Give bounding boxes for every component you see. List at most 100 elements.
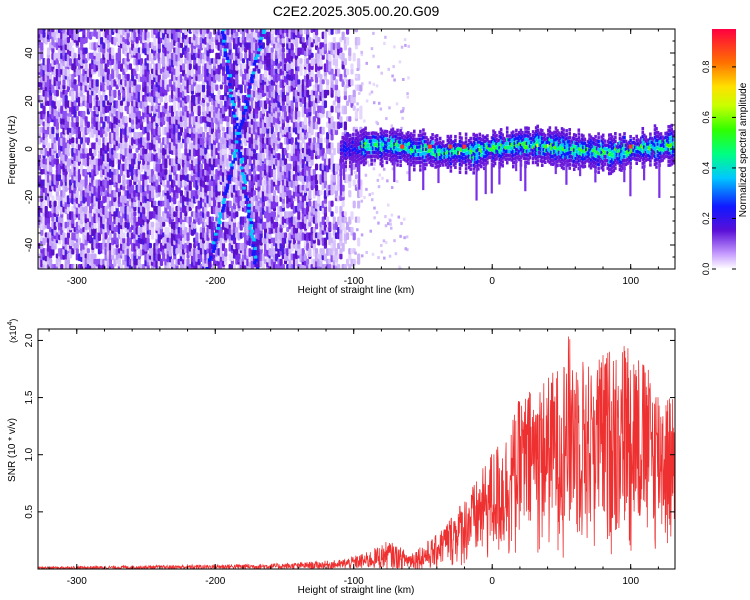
spectrogram-cell	[126, 73, 130, 82]
spectrogram-cell	[330, 105, 334, 113]
spectrogram-cell	[184, 105, 188, 112]
spectrogram-cell	[184, 116, 188, 125]
spectrogram-cell	[157, 47, 161, 54]
spectrogram-cell	[217, 73, 221, 82]
spectrogram-cell	[104, 95, 108, 101]
spectrogram-cell	[166, 36, 170, 44]
spectrogram-cell	[77, 237, 82, 245]
spectrogram-cell	[328, 264, 332, 269]
spectrogram-cell	[86, 29, 90, 33]
spectrogram-cell	[350, 68, 354, 75]
spectrogram-cell	[381, 176, 384, 180]
spectrogram-cell	[357, 200, 361, 209]
spectrogram-cell	[330, 68, 334, 75]
spectrogram-cell	[84, 63, 88, 72]
spectrogram-cell	[164, 95, 168, 103]
spectrogram-cell	[164, 158, 168, 166]
spectrogram-cell	[332, 147, 336, 156]
spectrogram-cell	[126, 100, 130, 107]
spectrogram-cell	[150, 168, 155, 177]
spectrogram-cell	[133, 216, 137, 224]
spectrogram-cell	[400, 221, 403, 225]
spectrogram-cell	[321, 126, 325, 135]
spectrogram-cell	[272, 168, 277, 178]
spectrogram-cell	[102, 237, 106, 244]
spectrogram-cell	[392, 65, 395, 69]
spectrogram-cell	[402, 217, 406, 221]
spectrogram-cell	[380, 243, 383, 247]
spectrogram-cell	[93, 253, 97, 259]
spectrogram-cell	[372, 101, 376, 105]
spectrogram-cell	[144, 147, 148, 155]
spectrogram-cell	[257, 68, 261, 74]
spectrogram-cell	[131, 73, 135, 82]
spectrogram-cell	[157, 158, 161, 164]
spectrogram-cell	[352, 52, 356, 62]
spectrogram-cell	[186, 95, 190, 103]
spectrogram-cell	[270, 47, 274, 53]
spectrogram-cell	[350, 79, 354, 86]
spectrogram-cell	[332, 36, 336, 44]
spectrogram-cell	[350, 63, 354, 70]
spectrogram-cell	[44, 205, 48, 214]
spectrogram-cell	[360, 233, 364, 237]
spectrogram-cell	[359, 84, 363, 92]
spectrogram-cell	[75, 121, 79, 128]
spectrogram-cell	[84, 174, 88, 182]
spectrogram-cell	[146, 163, 150, 170]
spectrogram-cell	[361, 82, 364, 86]
spectrogram-cell	[226, 121, 230, 128]
spectrogram-cell	[310, 52, 314, 58]
spectrogram-cell	[179, 58, 184, 66]
spectrogram-cell	[55, 190, 59, 197]
spectrogram-cell	[357, 58, 361, 67]
spectrogram-cell	[348, 116, 352, 122]
spectrogram-cell	[42, 200, 46, 209]
spectrogram-cell	[102, 100, 106, 108]
spectrogram-cell	[66, 232, 71, 239]
spectrogram-cell	[365, 250, 368, 254]
spectrogram-cell	[190, 84, 195, 92]
spectrogram-cell	[148, 63, 152, 71]
spectrogram-cell	[173, 100, 177, 109]
spectrogram-cell	[301, 36, 305, 43]
spectrogram-cell	[365, 99, 369, 103]
spectrogram-cell	[339, 116, 343, 123]
spectrogram-cell	[343, 95, 347, 101]
spectrogram-cell	[380, 250, 384, 254]
spectrogram-cell	[345, 232, 350, 240]
spectrogram-cell	[348, 190, 352, 198]
spectrogram-cell	[406, 92, 409, 96]
spectrogram-cell	[164, 89, 168, 96]
spectrogram-cell	[57, 184, 62, 191]
spectrogram-cell	[115, 126, 119, 136]
spectrogram-cell	[150, 227, 155, 235]
spectrogram-cell	[377, 185, 381, 189]
spectrogram-cell	[71, 89, 75, 98]
spectrogram-cell	[356, 260, 360, 264]
spectrogram-cell	[375, 84, 379, 88]
spectrogram-cell	[157, 205, 161, 213]
spectrogram-cell	[146, 237, 150, 245]
spectrogram-cell	[77, 68, 82, 76]
spectrogram-cell	[343, 58, 347, 66]
spectrogram-cell	[384, 224, 388, 228]
spectrogram-cell	[393, 78, 396, 82]
spectrogram-cell	[297, 79, 301, 85]
spectrogram-cell	[299, 58, 303, 64]
spectrogram-cell	[73, 264, 77, 269]
spectrogram-cell	[356, 102, 359, 106]
spectrogram-cell	[51, 29, 55, 33]
spectrogram-cell	[357, 237, 361, 247]
spectrogram-cell	[119, 100, 124, 106]
spectrogram-cell	[314, 184, 319, 192]
spectrogram-cell	[100, 29, 104, 32]
spectrogram-cell	[390, 226, 393, 230]
spectrogram-cell	[75, 232, 79, 239]
spectrogram-cell	[401, 116, 404, 120]
spectrogram-cell	[117, 47, 121, 55]
spectrogram-cell	[367, 163, 371, 167]
spectrogram-cell	[210, 42, 215, 50]
